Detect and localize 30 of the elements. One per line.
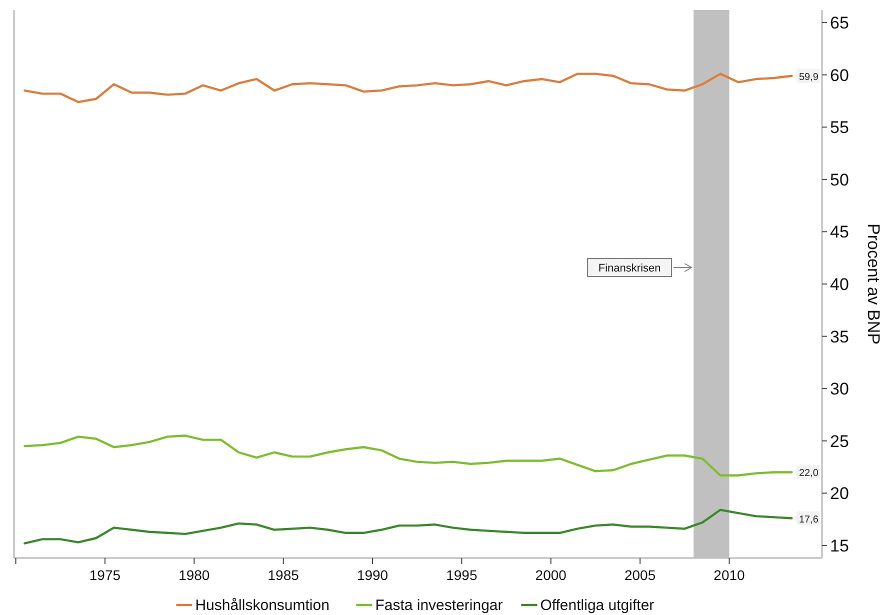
x-tick-label: 1985 [268,567,300,583]
y-tick-label: 65 [830,14,849,33]
data-label: 59,9 [798,72,819,83]
x-tick-label: 1980 [178,567,210,583]
y-tick-label: 25 [830,432,849,451]
x-tick-label: 1990 [356,567,388,583]
x-tick-label: 2000 [535,567,567,583]
x-tick-label: 2005 [624,567,656,583]
x-tick-label: 1975 [89,567,121,583]
data-label: 17,6 [798,514,819,526]
y-tick-label: 15 [830,536,849,556]
line-series [24,72,793,104]
band-label: Finanskrisen [598,262,661,275]
y-tick-label: 50 [830,170,849,190]
legend-label: Offentliga utgifter [540,597,654,614]
legend-label: Hushållskonsumtion [195,597,330,614]
y-tick-label: 20 [830,484,849,504]
line-series [24,434,793,476]
y-tick-label: 35 [830,327,849,346]
y-tick-label: 55 [830,118,849,138]
y-tick-label: 60 [830,66,849,85]
data-label: 22,0 [798,468,819,480]
x-tick-label: 1995 [446,567,478,583]
y-tick-label: 40 [830,275,849,294]
legend-label: Fasta investeringar [375,597,503,614]
line-series [24,508,793,544]
y-tick-label: 45 [830,222,849,242]
x-tick-label: 2010 [714,567,746,583]
y-axis-title: Procent av BNP [864,224,883,344]
y-tick-label: 30 [830,380,849,399]
